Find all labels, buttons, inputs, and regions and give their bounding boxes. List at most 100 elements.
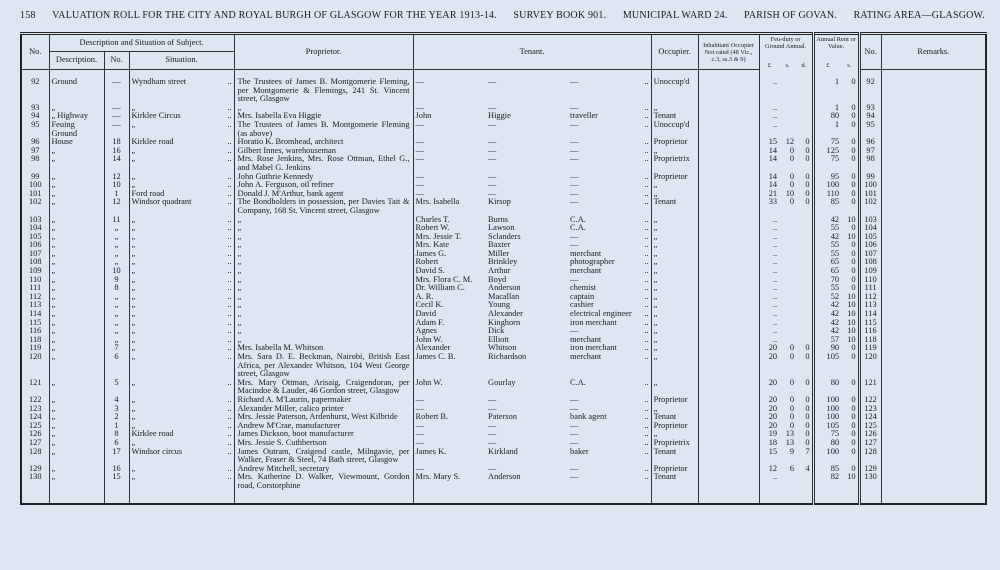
feu-shillings bbox=[779, 473, 796, 503]
tenant-first-name: Adam F. bbox=[412, 318, 487, 328]
tenant-occupation: — bbox=[570, 395, 579, 404]
situation: „ bbox=[128, 120, 219, 139]
entry-number: 93 bbox=[20, 103, 49, 113]
feu-shillings bbox=[779, 301, 796, 310]
tenant-surname: — bbox=[488, 172, 497, 181]
feu-shillings: 0 bbox=[789, 413, 795, 422]
remarks bbox=[880, 232, 987, 242]
description: „ bbox=[48, 172, 104, 182]
tenant-occupation: — bbox=[570, 421, 579, 430]
description: „ bbox=[48, 473, 104, 504]
occupier: „ bbox=[650, 241, 699, 250]
leader-dots: .. bbox=[227, 155, 232, 164]
entry-number: 99 bbox=[20, 172, 49, 182]
description: „ bbox=[48, 198, 104, 216]
entry-number-right: 96 bbox=[857, 138, 882, 147]
remarks bbox=[880, 344, 987, 353]
feu-shillings bbox=[779, 336, 796, 345]
proprietor: John Guthrie Kennedy bbox=[233, 172, 414, 182]
rent-pounds: 42 bbox=[811, 318, 842, 328]
leader-dots: .. bbox=[644, 447, 649, 456]
description: „ bbox=[48, 464, 104, 474]
entry-number-right: 92 bbox=[857, 69, 882, 104]
rent-shillings: 0 bbox=[851, 430, 856, 439]
remarks bbox=[880, 430, 987, 439]
rent-shillings: 0 bbox=[851, 353, 856, 361]
entry-number-right: 93 bbox=[857, 103, 882, 113]
unit: d. bbox=[801, 61, 807, 69]
description: „ bbox=[48, 404, 104, 414]
rent-shillings: 0 bbox=[851, 181, 856, 190]
rent-pounds: 55 bbox=[811, 249, 842, 259]
occupier: „ bbox=[650, 301, 699, 311]
occupier: „ bbox=[650, 103, 699, 113]
leader-dots: .. bbox=[227, 404, 232, 413]
occupier: Tenant bbox=[650, 447, 699, 465]
inhabitant-occupier bbox=[697, 198, 760, 216]
leader-dots: .. bbox=[227, 430, 232, 439]
entry-number-right: 125 bbox=[857, 421, 882, 431]
remarks bbox=[880, 310, 987, 319]
feu-pounds: 15 bbox=[758, 447, 780, 465]
street-number: 2 bbox=[103, 413, 129, 422]
feu-pence: 0 bbox=[805, 438, 810, 447]
tenant-occupation: baker bbox=[570, 447, 589, 456]
situation: „ bbox=[128, 378, 219, 396]
remarks bbox=[880, 181, 987, 190]
rent-pounds: 65 bbox=[811, 258, 842, 268]
street-number: „ bbox=[103, 301, 129, 311]
situation: „ bbox=[128, 215, 219, 225]
rent-pounds: 85 bbox=[811, 464, 842, 474]
street-number: „ bbox=[103, 292, 129, 302]
occupier: Tenant bbox=[650, 473, 699, 504]
leader-dots: .. bbox=[227, 112, 232, 121]
feu-pence bbox=[796, 70, 813, 104]
feu-pounds: .. bbox=[758, 310, 780, 319]
remarks bbox=[880, 249, 987, 259]
situation: Kirklee road bbox=[128, 430, 219, 439]
proprietor: Mrs. Isabella Eva Higgie bbox=[233, 112, 414, 121]
description: „ bbox=[48, 378, 104, 396]
rent-shillings: 10 bbox=[847, 292, 856, 301]
tenant-first-name: Robert W. bbox=[412, 224, 487, 233]
situation: „ bbox=[128, 103, 219, 113]
situation: „ bbox=[128, 224, 219, 233]
tenant-surname: Whitson bbox=[488, 344, 517, 353]
description: „ bbox=[48, 344, 104, 353]
feu-pence bbox=[796, 327, 813, 336]
feu-pence bbox=[796, 216, 813, 225]
table-row: 124 „ 2 „.. Mrs. Jessie Paterson, Ardenhurst… bbox=[20, 413, 987, 422]
entry-number-right: 109 bbox=[857, 267, 882, 276]
tenant-occupation: — bbox=[570, 120, 579, 129]
rent-shillings: 0 bbox=[851, 249, 856, 258]
description: „ bbox=[48, 301, 104, 311]
feu-pounds: .. bbox=[758, 69, 780, 104]
entry-number: 100 bbox=[20, 181, 49, 190]
feu-shillings: 10 bbox=[785, 189, 795, 198]
occupier: „ bbox=[650, 275, 699, 285]
table-row: 130 „ 15 „.. Mrs. Katherine D. Walker, Viewm… bbox=[20, 473, 987, 504]
feu-shillings bbox=[779, 224, 796, 233]
tenant-first-name: James C. B. bbox=[412, 353, 487, 379]
occupier: Proprietrix bbox=[650, 155, 699, 173]
tenant-surname: — bbox=[488, 103, 497, 112]
street-number: „ bbox=[103, 327, 129, 336]
description: „ bbox=[48, 353, 104, 379]
remarks bbox=[880, 146, 987, 156]
col-header: Description. bbox=[48, 51, 105, 70]
entry-number-right: 119 bbox=[857, 344, 882, 353]
feu-pounds: 20 bbox=[758, 378, 780, 396]
inhabitant-occupier bbox=[697, 249, 760, 259]
remarks bbox=[880, 421, 987, 431]
tenant-first-name: — bbox=[412, 146, 487, 156]
occupier: Proprietor bbox=[650, 395, 699, 405]
description: „ bbox=[48, 292, 104, 302]
tenant-occupation: chemist bbox=[570, 284, 597, 293]
street-number: — bbox=[103, 103, 129, 113]
entry-number-right: 113 bbox=[857, 301, 882, 311]
table-row: 95 Feuing Ground — „.. The Trustees of James… bbox=[20, 120, 987, 139]
rent-pounds: 42 bbox=[811, 215, 842, 225]
remarks bbox=[880, 301, 987, 311]
entry-number: 108 bbox=[20, 258, 49, 268]
entry-number: 113 bbox=[20, 301, 49, 311]
